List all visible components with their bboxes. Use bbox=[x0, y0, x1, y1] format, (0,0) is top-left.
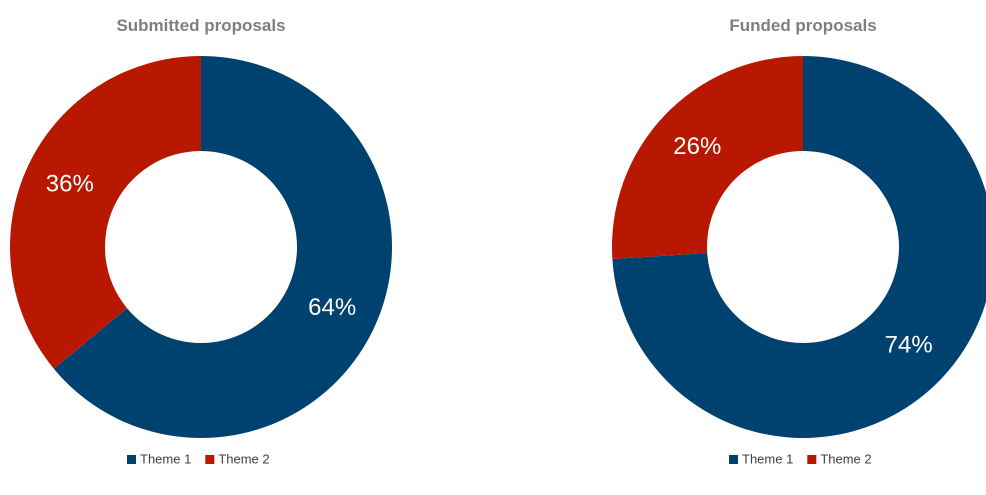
value-label: 26% bbox=[673, 133, 721, 160]
donut-slice bbox=[10, 56, 202, 369]
legend-label: Theme 1 bbox=[140, 451, 191, 466]
value-label: 36% bbox=[46, 171, 94, 198]
chart-title: Funded proposals bbox=[729, 16, 876, 35]
donut-slice bbox=[612, 56, 803, 259]
value-label: 74% bbox=[885, 332, 933, 359]
legend-marker bbox=[205, 455, 215, 464]
legend-label: Theme 1 bbox=[742, 451, 793, 466]
donut-slice bbox=[53, 56, 392, 438]
legend-label: Theme 2 bbox=[218, 451, 269, 466]
legend-marker bbox=[729, 455, 738, 464]
legend-label: Theme 2 bbox=[820, 451, 871, 466]
value-label: 64% bbox=[308, 294, 356, 321]
legend-marker bbox=[807, 455, 817, 464]
chart-title: Submitted proposals bbox=[116, 16, 285, 35]
donut-slice bbox=[612, 56, 986, 438]
legend-marker bbox=[127, 455, 136, 464]
